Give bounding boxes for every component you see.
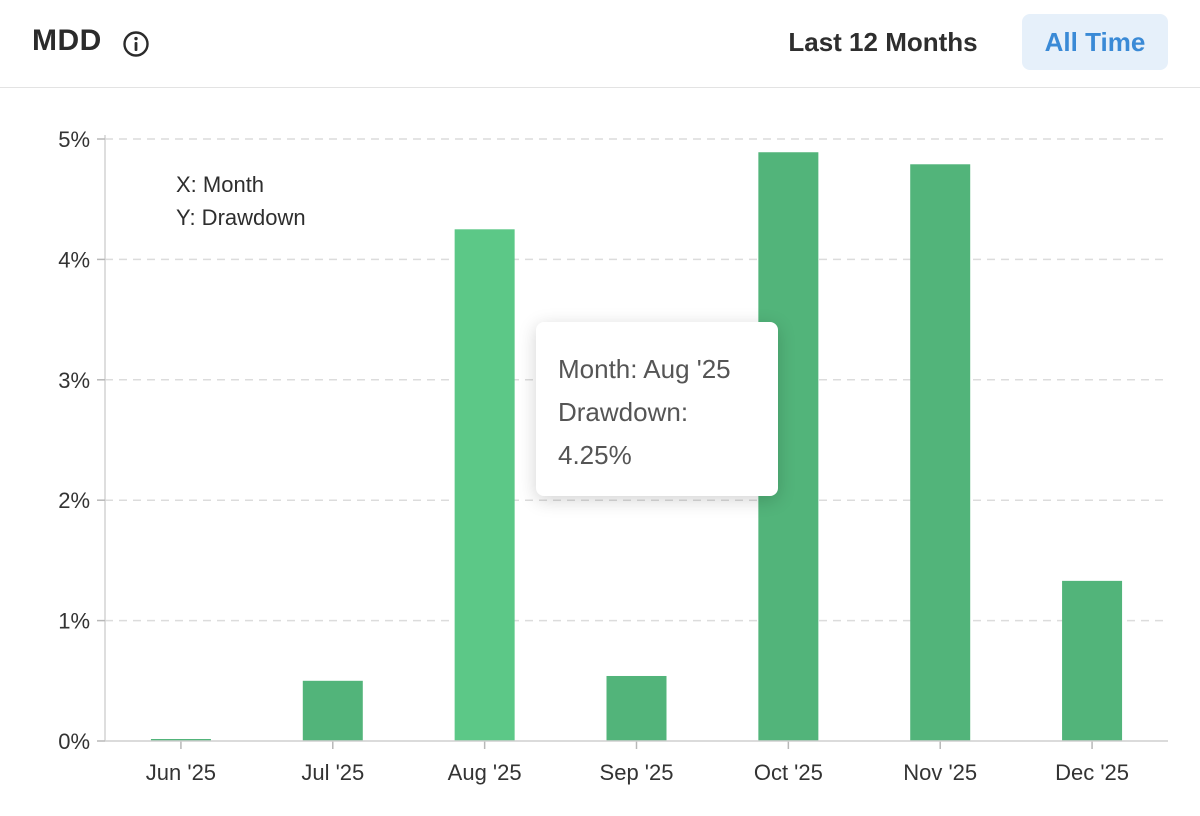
y-tick-label: 0% (58, 729, 90, 754)
chart-title: MDD (32, 24, 102, 57)
bar[interactable] (1062, 580, 1123, 741)
bar[interactable] (910, 164, 971, 741)
tooltip-drawdown-value: 4.25% (558, 440, 632, 470)
x-tick-label: Jul '25 (301, 760, 364, 785)
info-circle-icon[interactable] (122, 30, 150, 58)
all-time-button[interactable]: All Time (1022, 14, 1168, 70)
tooltip-drawdown-label: Drawdown: (558, 397, 689, 427)
legend-y-label: Y: Drawdown (176, 205, 306, 230)
y-tick-label: 3% (58, 368, 90, 393)
legend-x-label: X: Month (176, 172, 264, 197)
bar[interactable] (454, 229, 515, 742)
x-tick-label: Jun '25 (146, 760, 216, 785)
tooltip-month: Month: Aug '25 (558, 354, 731, 384)
y-tick-label: 5% (58, 127, 90, 152)
x-tick-label: Sep '25 (600, 760, 674, 785)
x-tick-label: Aug '25 (448, 760, 522, 785)
y-tick-label: 4% (58, 247, 90, 272)
x-tick-label: Nov '25 (903, 760, 977, 785)
bar[interactable] (302, 680, 363, 741)
axes: 0% 1% 2% 3% 4% 5% Jun '25 Jul '25 Aug '25 Sep '25… (58, 127, 1168, 785)
bar[interactable] (606, 675, 667, 741)
bar-tooltip: Month: Aug '25 Drawdown: 4.25% (536, 322, 778, 496)
x-tick-label: Oct '25 (754, 760, 823, 785)
last-12-months-button[interactable]: Last 12 Months (788, 27, 978, 57)
x-tick-label: Dec '25 (1055, 760, 1129, 785)
chart-header: MDD Last 12 Months All Time (0, 0, 1200, 88)
axis-legend: X: Month Y: Drawdown (176, 172, 306, 230)
bar[interactable] (150, 739, 211, 741)
y-tick-label: 2% (58, 488, 90, 513)
grid-lines (105, 138, 1168, 622)
y-tick-label: 1% (58, 609, 90, 634)
